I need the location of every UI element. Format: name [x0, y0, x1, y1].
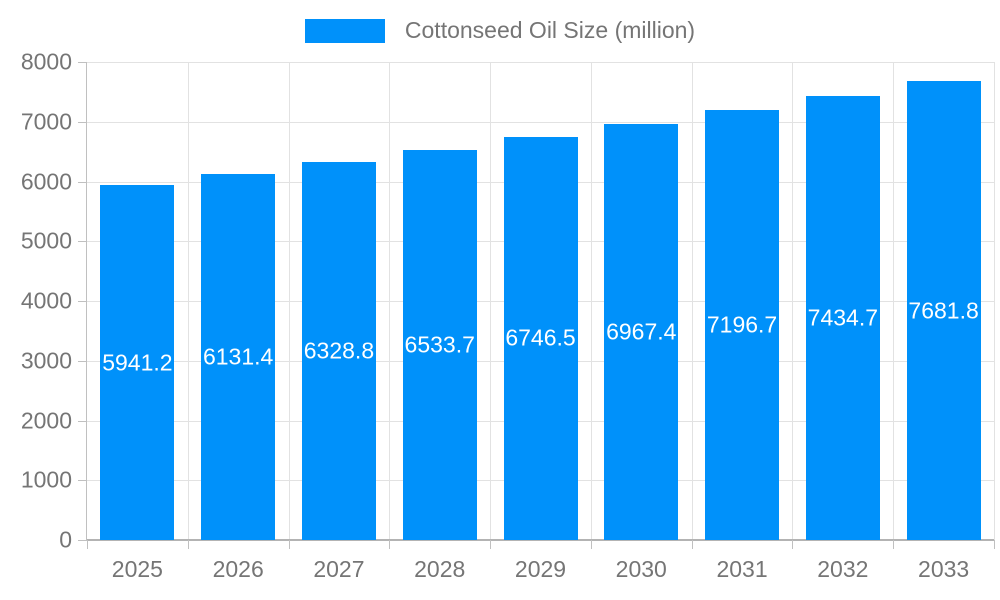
- x-category-label: 2027: [313, 556, 365, 582]
- legend-swatch-icon: [304, 18, 385, 43]
- bar-2032[interactable]: [805, 95, 880, 540]
- bar-2031[interactable]: [705, 110, 780, 540]
- bar-value-label: 6967.4: [606, 318, 677, 345]
- y-tick-label: 5000: [20, 227, 72, 254]
- x-category-label: 2026: [212, 556, 264, 582]
- v-gridline: [187, 62, 189, 540]
- v-gridline: [691, 62, 693, 540]
- x-category-label: 2033: [918, 556, 970, 582]
- bar-2026[interactable]: [201, 173, 276, 540]
- y-tick-mark: [78, 540, 87, 541]
- y-tick-label: 8000: [20, 48, 72, 75]
- y-tick-label: 6000: [20, 168, 72, 194]
- h-gridline: [87, 121, 994, 123]
- bar-value-label: 6533.7: [404, 331, 475, 358]
- x-category-label: 2025: [111, 556, 163, 582]
- y-tick-label: 1000: [20, 466, 72, 493]
- v-gridline: [389, 62, 391, 540]
- v-gridline: [288, 62, 290, 540]
- y-tick-label: 2000: [20, 407, 72, 433]
- bar-2029[interactable]: [503, 136, 578, 540]
- bar-value-label: 5941.2: [102, 349, 173, 375]
- y-tick-label: 4000: [20, 287, 72, 314]
- v-gridline: [590, 62, 592, 540]
- bar-2025[interactable]: [100, 185, 175, 540]
- x-tick-mark: [792, 540, 794, 549]
- legend-label: Cottonseed Oil Size (million): [404, 17, 696, 43]
- x-tick-mark: [389, 540, 391, 549]
- x-tick-mark: [288, 540, 290, 549]
- y-tick-mark: [78, 181, 87, 183]
- y-tick-mark: [78, 62, 87, 63]
- bar-value-label: 7196.7: [706, 311, 778, 338]
- y-tick-label: 7000: [20, 108, 72, 135]
- x-category-label: 2028: [414, 556, 466, 582]
- bar-2030[interactable]: [604, 123, 679, 540]
- y-tick-mark: [78, 480, 87, 482]
- bar-value-label: 6746.5: [505, 324, 576, 351]
- x-axis-line: [87, 539, 994, 541]
- x-tick-mark: [187, 540, 189, 549]
- x-tick-mark: [590, 540, 592, 549]
- x-category-label: 2030: [615, 556, 667, 582]
- x-tick-mark: [87, 540, 88, 549]
- legend[interactable]: Cottonseed Oil Size (million): [0, 17, 1000, 44]
- y-tick-label: 3000: [20, 347, 72, 374]
- x-category-label: 2029: [514, 556, 567, 582]
- plot-area: 5941.2 6131.4 6328.8 6533.7 6746.5 6967.4 7196…: [86, 62, 995, 541]
- x-tick-mark: [893, 540, 895, 549]
- v-gridline: [792, 62, 794, 540]
- bar-value-label: 6131.4: [202, 343, 274, 370]
- bar-2027[interactable]: [301, 161, 376, 540]
- y-tick-mark: [78, 360, 87, 362]
- y-tick-label: 0: [59, 526, 72, 553]
- y-tick-mark: [78, 121, 87, 123]
- x-tick-mark: [691, 540, 693, 549]
- v-gridline: [490, 62, 492, 540]
- v-gridline: [893, 62, 895, 540]
- x-category-label: 2031: [716, 556, 768, 582]
- bar-2033[interactable]: [906, 81, 981, 540]
- bar-value-label: 6328.8: [303, 337, 375, 364]
- y-tick-mark: [78, 420, 87, 422]
- x-tick-mark: [490, 540, 492, 549]
- x-category-label: 2032: [817, 556, 869, 582]
- y-tick-mark: [78, 241, 87, 243]
- bar-value-label: 7434.7: [807, 304, 879, 331]
- y-tick-mark: [78, 301, 87, 302]
- h-gridline: [87, 62, 994, 63]
- v-gridline: [994, 62, 995, 540]
- bar-value-label: 7681.8: [908, 297, 979, 323]
- bar-2028[interactable]: [402, 149, 477, 540]
- x-tick-mark: [994, 540, 995, 549]
